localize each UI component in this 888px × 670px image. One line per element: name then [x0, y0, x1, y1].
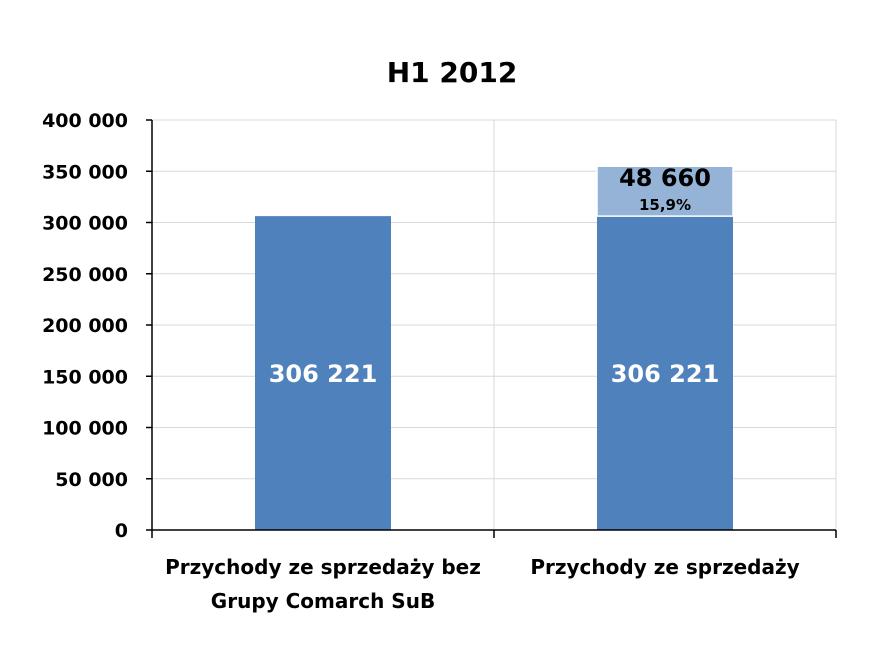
y-tick-label: 300 000 — [42, 213, 128, 235]
y-tick-label: 250 000 — [42, 264, 128, 286]
data-label: 306 221 — [269, 360, 378, 388]
y-tick-label: 0 — [115, 520, 128, 542]
data-label: 48 660 — [619, 164, 711, 192]
label-layer: 306 221 306 221 48 660 15,9% — [269, 164, 720, 388]
bar-segment-1 — [596, 165, 734, 217]
x-tick-label: Przychody ze sprzedaży bez — [165, 555, 481, 579]
y-tick-label: 350 000 — [42, 161, 128, 183]
y-tick-label: 400 000 — [42, 110, 128, 132]
bar-layer — [255, 165, 734, 530]
bar-base-1 — [597, 216, 733, 530]
chart-title: H1 2012 — [387, 56, 518, 89]
y-tick-label: 200 000 — [42, 315, 128, 337]
x-tick-label: Grupy Comarch SuB — [211, 589, 435, 613]
bar-base-0 — [255, 216, 391, 530]
axis-layer: 0 50 000 100 000 150 000 200 000 250 000 300 0… — [42, 110, 837, 613]
data-label: 306 221 — [611, 360, 720, 388]
x-tick-label: Przychody ze sprzedaży — [530, 555, 799, 579]
data-sublabel: 15,9% — [639, 196, 691, 214]
y-tick-label: 100 000 — [42, 418, 128, 440]
y-tick-label: 150 000 — [42, 366, 128, 388]
y-tick-label: 50 000 — [55, 469, 128, 491]
